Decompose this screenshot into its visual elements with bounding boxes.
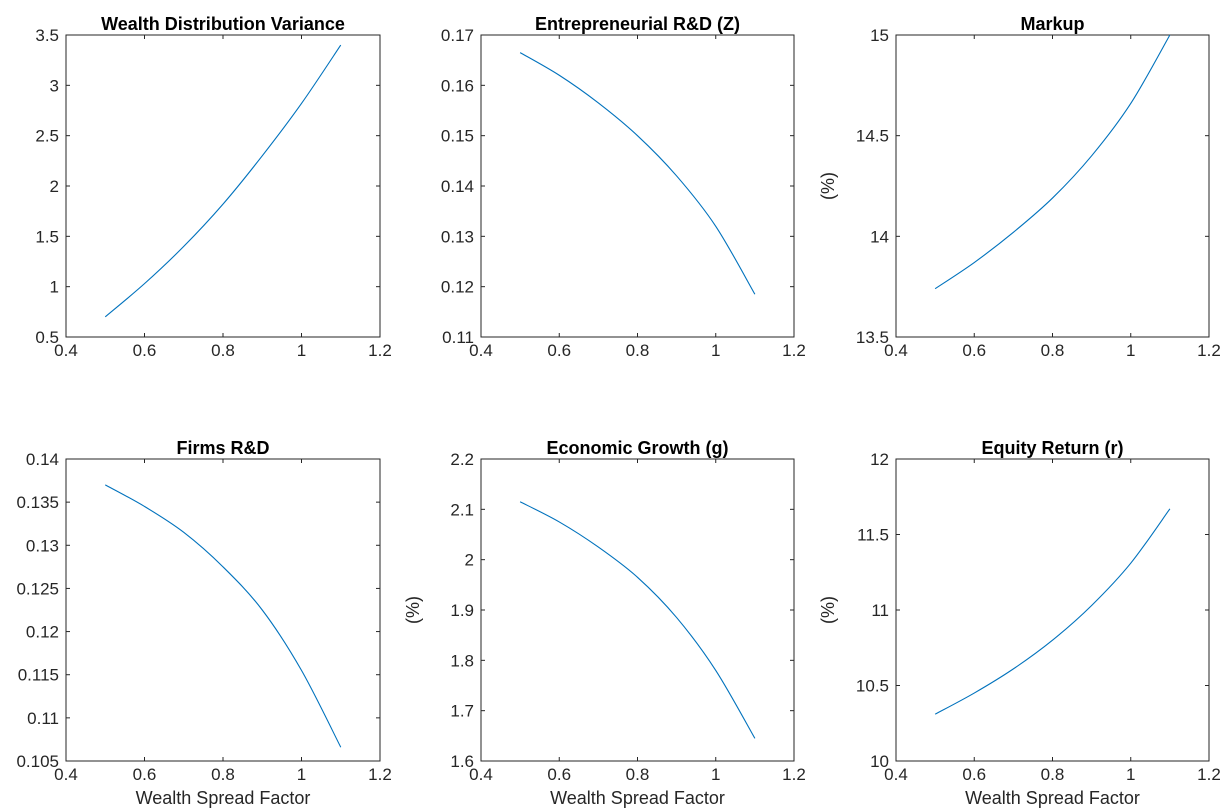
- y-tick-label: 2.5: [35, 127, 59, 146]
- y-tick-label: 0.14: [441, 177, 474, 196]
- x-tick-label: 1: [1126, 765, 1135, 784]
- axes-frame: [480, 34, 795, 338]
- chart-title: Economic Growth (g): [547, 438, 729, 458]
- x-tick-label: 0.4: [469, 765, 493, 784]
- y-tick-label: 1.7: [450, 702, 474, 721]
- x-tick-label: 1.2: [782, 341, 806, 360]
- y-tick-label: 0.5: [35, 328, 59, 347]
- y-tick-label: 2.2: [450, 450, 474, 469]
- y-tick-label: 0.13: [441, 227, 474, 246]
- y-tick-label: 0.125: [16, 579, 59, 598]
- y-tick-label: 11.5: [857, 526, 889, 545]
- y-tick-label: 0.12: [26, 623, 59, 642]
- y-tick-label: 0.13: [26, 536, 59, 555]
- axes-frame: [895, 458, 1210, 762]
- x-tick-label: 1: [711, 341, 720, 360]
- x-tick-label: 0.8: [1041, 765, 1065, 784]
- axes-frame: [895, 34, 1210, 338]
- x-tick-label: 1: [711, 765, 720, 784]
- y-tick-label: 10: [870, 752, 889, 771]
- x-tick-label: 0.6: [133, 341, 157, 360]
- y-tick-label: 0.12: [441, 278, 474, 297]
- series-line: [104, 484, 342, 748]
- y-tick-label: 10.5: [856, 677, 889, 696]
- y-tick-label: 1.6: [450, 752, 474, 771]
- y-tick-label: 3.5: [35, 26, 59, 45]
- x-tick-label: 0.8: [626, 765, 650, 784]
- x-tick-label: 1: [1126, 341, 1135, 360]
- x-tick-label: 1.2: [368, 341, 392, 360]
- series-line: [519, 52, 756, 295]
- y-tick-label: 2.1: [450, 500, 474, 519]
- y-tick-label: 1.5: [35, 227, 59, 246]
- x-tick-label: 0.6: [962, 341, 986, 360]
- y-tick-label: 1.8: [450, 651, 474, 670]
- y-tick-label: 11: [871, 601, 889, 620]
- series-line: [934, 34, 1171, 290]
- y-tick-label: 0.15: [441, 127, 474, 146]
- x-axis-label: Wealth Spread Factor: [136, 788, 311, 808]
- y-tick-label: 0.11: [442, 328, 474, 347]
- y-tick-label: 0.16: [441, 76, 474, 95]
- x-tick-label: 0.4: [884, 341, 908, 360]
- x-tick-label: 1.2: [1197, 341, 1221, 360]
- y-tick-label: 13.5: [856, 328, 889, 347]
- x-tick-label: 0.8: [211, 341, 235, 360]
- x-tick-label: 0.8: [211, 765, 235, 784]
- subplot-equity-return-r: 0.4 0.6 0.8 1 1.2 10 10.5 11 11.5 12 Equity Return…: [818, 438, 1221, 808]
- series-line: [934, 508, 1171, 715]
- subplot-wealth-distribution-variance: 0.4 0.6 0.8 1 1.2 0.5 1 1.5 2 2.5 3 3.5 Wealth Distr…: [35, 14, 391, 360]
- y-tick-label: 0.115: [18, 666, 59, 685]
- y-tick-label: 0.17: [441, 26, 474, 45]
- y-tick-label: 1: [50, 278, 59, 297]
- x-tick-label: 1.2: [782, 765, 806, 784]
- series-line: [104, 44, 342, 318]
- x-tick-label: 1: [297, 765, 306, 784]
- y-tick-label: 0.135: [16, 493, 59, 512]
- subplot-firms-randd: 0.4 0.6 0.8 1 1.2 0.105 0.11 0.115 0.12 0.125 0.13…: [16, 438, 391, 808]
- series-line: [519, 501, 756, 739]
- y-tick-label: 14.5: [856, 127, 889, 146]
- y-axis-label: (%): [403, 596, 423, 624]
- x-tick-label: 1.2: [368, 765, 392, 784]
- chart-title: Firms R&D: [176, 438, 269, 458]
- chart-title: Wealth Distribution Variance: [101, 14, 345, 34]
- y-tick-label: 1.9: [450, 601, 474, 620]
- x-tick-label: 1.2: [1197, 765, 1221, 784]
- y-tick-label: 0.14: [26, 450, 59, 469]
- x-axis-label: Wealth Spread Factor: [965, 788, 1140, 808]
- y-tick-label: 15: [870, 26, 889, 45]
- subplot-economic-growth-g: 0.4 0.6 0.8 1 1.2 1.6 1.7 1.8 1.9 2 2.1 2.2 Economic…: [403, 438, 806, 808]
- x-tick-label: 0.4: [54, 765, 78, 784]
- y-tick-label: 14: [870, 227, 889, 246]
- x-tick-label: 0.4: [884, 765, 908, 784]
- chart-title: Equity Return (r): [982, 438, 1124, 458]
- x-tick-label: 0.4: [54, 341, 78, 360]
- x-tick-label: 0.6: [133, 765, 157, 784]
- y-tick-label: 12: [870, 450, 889, 469]
- subplot-entrepreneurial-randd-z: 0.4 0.6 0.8 1 1.2 0.11 0.12 0.13 0.14 0.15 0.16 0.1…: [441, 14, 806, 360]
- x-tick-label: 0.6: [962, 765, 986, 784]
- chart-title: Entrepreneurial R&D (Z): [535, 14, 740, 34]
- y-tick-label: 3: [50, 76, 59, 95]
- x-tick-label: 1: [297, 341, 306, 360]
- subplot-markup: 0.4 0.6 0.8 1 1.2 13.5 14 14.5 15 Markup (%): [818, 14, 1221, 360]
- x-tick-label: 0.4: [469, 341, 493, 360]
- y-tick-label: 0.11: [27, 709, 59, 728]
- x-tick-label: 0.6: [547, 341, 571, 360]
- x-tick-label: 0.8: [1041, 341, 1065, 360]
- y-tick-label: 0.105: [16, 752, 59, 771]
- y-tick-label: 2: [465, 551, 474, 570]
- axes-frame: [480, 458, 795, 762]
- axes-frame: [65, 34, 381, 338]
- x-tick-label: 0.6: [547, 765, 571, 784]
- y-tick-label: 2: [50, 177, 59, 196]
- axes-frame: [65, 458, 381, 762]
- x-axis-label: Wealth Spread Factor: [550, 788, 725, 808]
- y-axis-label: (%): [818, 596, 838, 624]
- chart-title: Markup: [1020, 14, 1084, 34]
- x-tick-label: 0.8: [626, 341, 650, 360]
- y-axis-label: (%): [818, 172, 838, 200]
